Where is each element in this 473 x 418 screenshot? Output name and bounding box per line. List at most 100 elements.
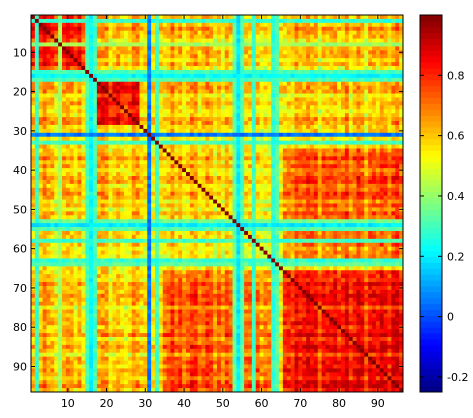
heatmap-cell — [228, 50, 233, 55]
heatmap-cell — [279, 172, 284, 177]
heatmap-cell — [189, 199, 195, 204]
heatmap-cell — [282, 34, 288, 39]
heatmap-cell — [325, 164, 330, 169]
heatmap-cell — [286, 46, 291, 51]
heatmap-cell — [310, 215, 315, 220]
heatmap-cell — [333, 179, 338, 185]
heatmap-cell — [255, 26, 260, 32]
heatmap-cell — [344, 136, 350, 142]
heatmap-cell — [224, 128, 229, 134]
heatmap-cell — [213, 66, 218, 71]
heatmap-cell — [131, 101, 136, 106]
heatmap-cell — [100, 179, 105, 185]
heatmap-cell — [317, 113, 322, 118]
heatmap-cell — [255, 113, 260, 118]
heatmap-cell — [317, 15, 322, 20]
heatmap-cell — [356, 140, 361, 145]
heatmap-cell — [302, 46, 307, 51]
heatmap-cell — [189, 121, 195, 126]
heatmap-cell — [73, 50, 78, 55]
heatmap-cell — [178, 215, 183, 220]
heatmap-cell — [306, 101, 311, 106]
heatmap-cell — [399, 148, 404, 153]
heatmap-cell — [127, 152, 133, 157]
heatmap-cell — [282, 215, 288, 220]
heatmap-cell — [96, 69, 102, 75]
heatmap-cell — [333, 160, 338, 165]
heatmap-cell — [387, 148, 392, 153]
heatmap-cell — [321, 109, 326, 114]
heatmap-cell — [62, 26, 67, 32]
heatmap-cell — [317, 50, 322, 55]
heatmap-cell — [104, 69, 109, 75]
heatmap-cell — [166, 66, 171, 71]
heatmap-cell — [317, 81, 322, 87]
heatmap-cell — [279, 42, 284, 47]
heatmap-cell — [294, 132, 299, 138]
heatmap-cell — [77, 140, 82, 145]
heatmap-cell — [50, 160, 55, 165]
heatmap-cell — [189, 152, 195, 157]
heatmap-cell — [333, 81, 338, 87]
heatmap-cell — [228, 101, 233, 106]
heatmap-cell — [151, 26, 156, 32]
heatmap-cell — [93, 73, 98, 79]
heatmap-cell — [341, 140, 346, 145]
heatmap-cell — [348, 109, 353, 114]
heatmap-cell — [197, 124, 202, 130]
heatmap-cell — [220, 199, 226, 204]
heatmap-cell — [344, 195, 350, 200]
heatmap-cell — [193, 199, 198, 204]
heatmap-cell — [182, 195, 187, 200]
heatmap-cell — [302, 18, 307, 24]
heatmap-cell — [139, 215, 144, 220]
heatmap-cell — [112, 156, 117, 161]
heatmap-cell — [31, 62, 36, 67]
heatmap-cell — [275, 124, 280, 130]
heatmap-cell — [317, 195, 322, 200]
heatmap-cell — [313, 22, 319, 28]
heatmap-cell — [100, 22, 105, 28]
heatmap-cell — [147, 18, 152, 24]
heatmap-cell — [189, 93, 195, 98]
heatmap-cell — [391, 148, 396, 153]
heatmap-cell — [189, 46, 195, 51]
heatmap-cell — [81, 50, 86, 55]
heatmap-cell — [108, 191, 113, 196]
heatmap-cell — [104, 54, 109, 59]
heatmap-cell — [217, 128, 222, 134]
heatmap-cell — [151, 132, 156, 138]
heatmap-cell — [166, 15, 171, 20]
heatmap-cell — [395, 18, 400, 24]
heatmap-cell — [255, 168, 260, 173]
heatmap-cell — [34, 121, 40, 126]
heatmap-cell — [189, 187, 195, 193]
heatmap-cell — [77, 81, 82, 87]
heatmap-cell — [259, 124, 264, 130]
heatmap-cell — [383, 160, 388, 165]
heatmap-cell — [341, 207, 346, 212]
heatmap-cell — [151, 179, 156, 185]
heatmap-cell — [147, 195, 152, 200]
heatmap-cell — [391, 156, 396, 161]
heatmap-cell — [85, 132, 90, 138]
heatmap-cell — [395, 73, 400, 79]
heatmap-cell — [387, 144, 392, 149]
heatmap-cell — [387, 179, 392, 185]
heatmap-cell — [352, 117, 357, 122]
heatmap-cell — [34, 77, 40, 83]
heatmap-cell — [337, 18, 342, 24]
heatmap-cell — [220, 179, 226, 185]
heatmap-cell — [244, 140, 249, 145]
heatmap-cell — [271, 85, 276, 90]
heatmap-cell — [174, 164, 179, 169]
heatmap-cell — [228, 18, 233, 24]
heatmap-cell — [85, 144, 90, 149]
heatmap-cell — [54, 144, 59, 149]
heatmap-cell — [65, 66, 71, 71]
heatmap-cell — [286, 38, 291, 43]
heatmap-cell — [364, 34, 369, 39]
heatmap-cell — [302, 22, 307, 28]
heatmap-cell — [313, 148, 319, 153]
heatmap-cell — [321, 81, 326, 87]
